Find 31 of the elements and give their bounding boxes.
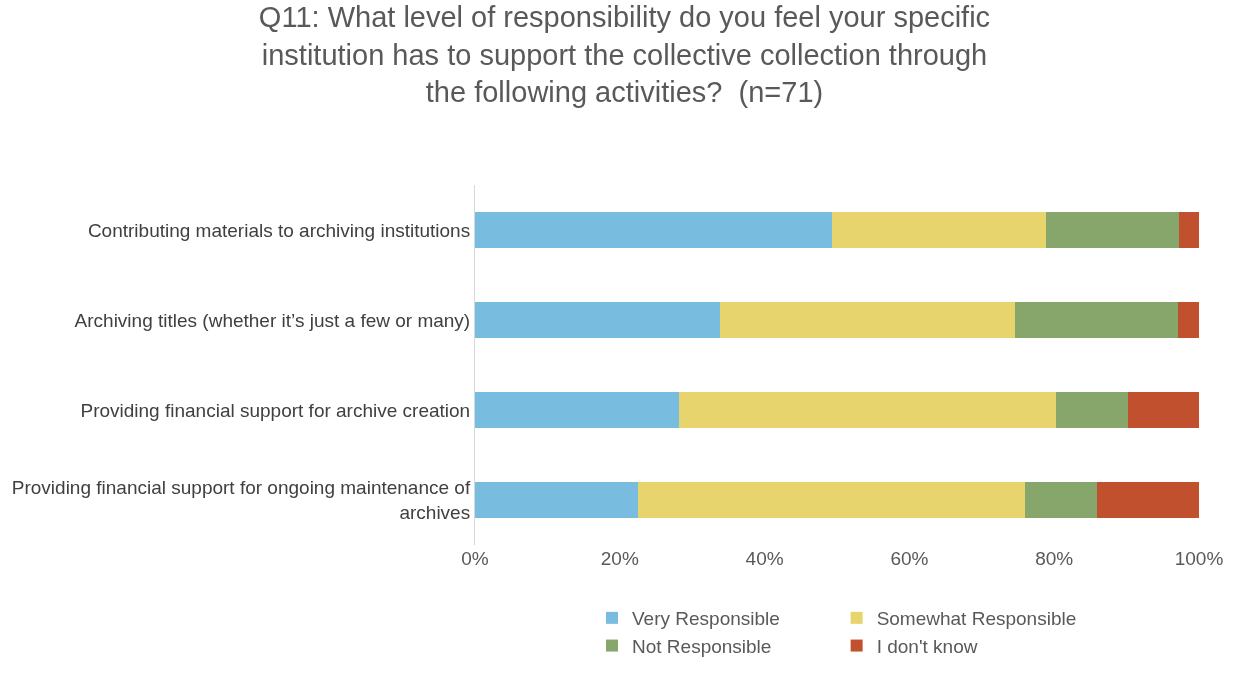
legend-label: I don't know bbox=[876, 635, 978, 657]
bar bbox=[637, 482, 1026, 518]
x-tick-label: 20% bbox=[600, 548, 639, 569]
bar bbox=[1025, 482, 1097, 518]
y-tick-label: Contributing materials to archiving institutions bbox=[87, 219, 471, 241]
bar bbox=[1015, 302, 1178, 338]
bar bbox=[679, 392, 1057, 428]
legend-label: Somewhat Responsible bbox=[876, 608, 1077, 630]
bar bbox=[475, 212, 832, 248]
bar bbox=[831, 212, 1047, 248]
x-tick-label: 60% bbox=[890, 548, 929, 569]
y-tick-label: Providing financial support for ongoing maintenance of archives bbox=[11, 477, 471, 523]
bar bbox=[475, 302, 720, 338]
bar bbox=[1128, 392, 1199, 428]
y-tick-label: Providing financial support for archive creation bbox=[80, 399, 471, 421]
x-tick-label: 40% bbox=[745, 548, 784, 569]
bar bbox=[475, 482, 638, 518]
bar bbox=[1056, 392, 1129, 428]
bar bbox=[1096, 482, 1199, 518]
chart-title: Q11: What level of responsibility do you feel your specific institution has to support the collective collection through the following activities? (n=71) bbox=[258, 1, 991, 109]
y-tick-label: Archiving titles (whether it’s just a few or many) bbox=[74, 309, 471, 331]
bar bbox=[1046, 212, 1179, 248]
x-tick-label: 0% bbox=[461, 548, 489, 569]
bar bbox=[475, 392, 680, 428]
bar bbox=[1178, 212, 1199, 248]
x-tick-label: 80% bbox=[1035, 548, 1074, 569]
bar bbox=[719, 302, 1016, 338]
legend-label: Very Responsible bbox=[632, 608, 780, 630]
legend-label: Not Responsible bbox=[632, 635, 772, 657]
x-tick-label: 100% bbox=[1174, 548, 1224, 569]
bar bbox=[1178, 302, 1199, 338]
